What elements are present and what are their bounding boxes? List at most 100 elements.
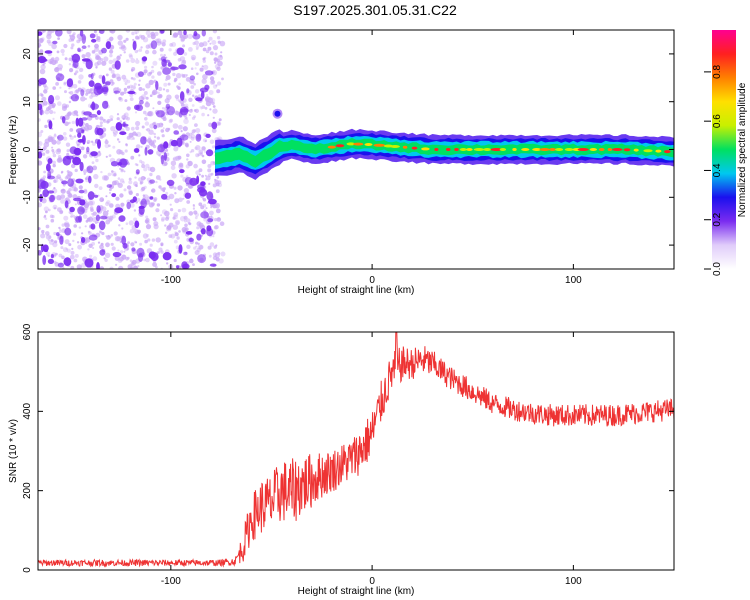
spectrogram-noise-speck xyxy=(145,101,149,105)
spectrogram-noise-speck xyxy=(56,50,60,54)
spectrogram-noise-speck xyxy=(73,187,78,192)
spectrogram-noise-blob xyxy=(118,215,126,222)
spectrogram-noise-speck xyxy=(203,64,209,70)
spectrogram-noise-speck xyxy=(204,106,208,110)
spectrogram-noise-blob xyxy=(105,41,112,50)
spectrogram-noise-speck xyxy=(74,203,77,206)
spectrogram-noise-speck xyxy=(141,97,145,100)
spectrogram-noise-speck xyxy=(168,119,173,124)
spectrogram-noise-speck xyxy=(194,216,198,220)
spectrogram-noise-blob xyxy=(111,193,117,198)
spectrogram-noise-speck xyxy=(128,53,133,58)
spectrogram-noise-blob xyxy=(117,162,123,166)
spectrogram-noise-blob xyxy=(101,47,107,54)
spectrogram-noise-speck xyxy=(158,247,163,252)
spectrogram-noise-blob xyxy=(73,197,82,202)
spectrogram-noise-speck xyxy=(51,43,57,50)
spectrogram-peak xyxy=(499,148,507,151)
spectrogram-noise-blob xyxy=(69,206,75,213)
spectrogram-noise-speck xyxy=(58,67,63,71)
spectrogram-noise-speck xyxy=(163,54,166,57)
spectrogram-noise-speck xyxy=(192,205,196,208)
spectrogram-noise-blob xyxy=(163,152,167,161)
spectrogram-noise-speck xyxy=(199,151,203,155)
spectrogram-noise-speck xyxy=(144,117,148,121)
spectrogram-noise-speck xyxy=(148,129,154,135)
spectrogram-noise-speck xyxy=(164,210,170,217)
spectrogram-noise-speck xyxy=(66,149,70,153)
spectrogram-noise-blob xyxy=(77,139,85,143)
spectrogram-noise-speck xyxy=(149,166,156,173)
spectrogram-noise-blob xyxy=(200,90,205,99)
spectrogram-noise-speck xyxy=(195,170,201,176)
spectrogram-noise-speck xyxy=(76,264,82,269)
spectrogram-noise-speck xyxy=(206,93,209,97)
spectrogram-noise-speck xyxy=(163,187,166,191)
spectrogram-peak xyxy=(598,148,605,151)
spectrogram-peak xyxy=(564,148,574,151)
spectrogram-noise-speck xyxy=(198,168,203,173)
colorbar-tick-label: 0.4 xyxy=(712,163,723,177)
spectrogram-noise-speck xyxy=(83,125,89,131)
spectrogram-noise-speck xyxy=(161,123,164,126)
spectrogram-noise-speck xyxy=(198,42,204,48)
spectrogram-noise-blob xyxy=(64,200,69,209)
spectrogram-noise-speck xyxy=(121,74,127,80)
spectrogram-noise-speck xyxy=(120,202,125,207)
spectrogram-noise-speck xyxy=(113,129,119,135)
spectrogram-noise-speck xyxy=(142,88,145,91)
spectrogram-noise-speck xyxy=(172,34,176,38)
spectrogram-noise-speck xyxy=(105,155,108,158)
spectrogram-noise-speck xyxy=(196,226,200,230)
spectrogram-peak xyxy=(402,145,408,149)
spectrogram-noise-speck xyxy=(129,266,134,269)
spectrogram-noise-speck xyxy=(91,161,95,165)
spectrogram-noise-speck xyxy=(116,55,121,61)
spectrogram-noise-speck xyxy=(194,40,200,46)
spectrogram-noise-speck xyxy=(172,156,178,162)
spectrogram-peak xyxy=(577,148,589,151)
spectrogram-noise-blob xyxy=(136,247,145,258)
spectrogram-noise-speck xyxy=(121,115,126,120)
spectrogram-noise-speck xyxy=(151,189,154,192)
spectrogram-noise-speck xyxy=(169,203,172,206)
spectrogram-noise-speck xyxy=(160,243,163,247)
spectrogram-noise-speck xyxy=(92,256,98,261)
spectrogram-peak xyxy=(459,148,467,151)
spectrogram-noise-speck xyxy=(152,60,158,66)
spectrogram-noise-blob xyxy=(208,198,217,205)
spectrogram-noise-speck xyxy=(61,223,65,227)
spectrogram-noise-speck xyxy=(151,202,155,207)
spectrogram-noise-speck xyxy=(183,52,188,56)
spectrogram-noise-speck xyxy=(132,86,136,89)
spectrogram-noise-speck xyxy=(123,188,127,192)
spectrogram-noise-speck xyxy=(66,190,70,194)
spectrogram-noise-speck xyxy=(77,80,82,84)
spectrogram-noise-speck xyxy=(216,121,222,127)
spectrogram-noise-speck xyxy=(120,169,124,173)
spectrogram-peak xyxy=(612,148,623,151)
spectrogram-noise-speck xyxy=(139,242,143,246)
spectrogram-noise-speck xyxy=(179,56,186,62)
spectrogram-noise-blob xyxy=(98,220,106,231)
spectrogram-noise-speck xyxy=(94,221,98,224)
spectrogram-noise-speck xyxy=(134,50,138,54)
spectrogram-noise-speck xyxy=(185,164,190,169)
spectrogram-noise-speck xyxy=(131,67,136,71)
spectrogram-noise-blob xyxy=(89,33,96,39)
spectrogram-noise-speck xyxy=(64,57,68,61)
spectrogram-noise-blob xyxy=(55,73,65,82)
spectrogram-noise-speck xyxy=(221,77,224,81)
spectrogram-noise-speck xyxy=(149,243,153,247)
spectrogram-noise-speck xyxy=(190,258,193,261)
spectrogram-noise-speck xyxy=(72,239,75,243)
spectrogram-noise-blob xyxy=(96,205,101,213)
spectrogram-x-tick-label: 0 xyxy=(369,275,375,286)
spectrogram-noise-blob xyxy=(160,56,166,62)
spectrogram-noise-speck xyxy=(192,263,195,266)
spectrogram-noise-blob xyxy=(113,90,121,94)
spectrogram-noise-speck xyxy=(195,47,199,51)
spectrogram-noise-speck xyxy=(134,176,137,179)
spectrogram-noise-blob xyxy=(114,60,121,70)
spectrogram-noise-speck xyxy=(173,146,179,152)
